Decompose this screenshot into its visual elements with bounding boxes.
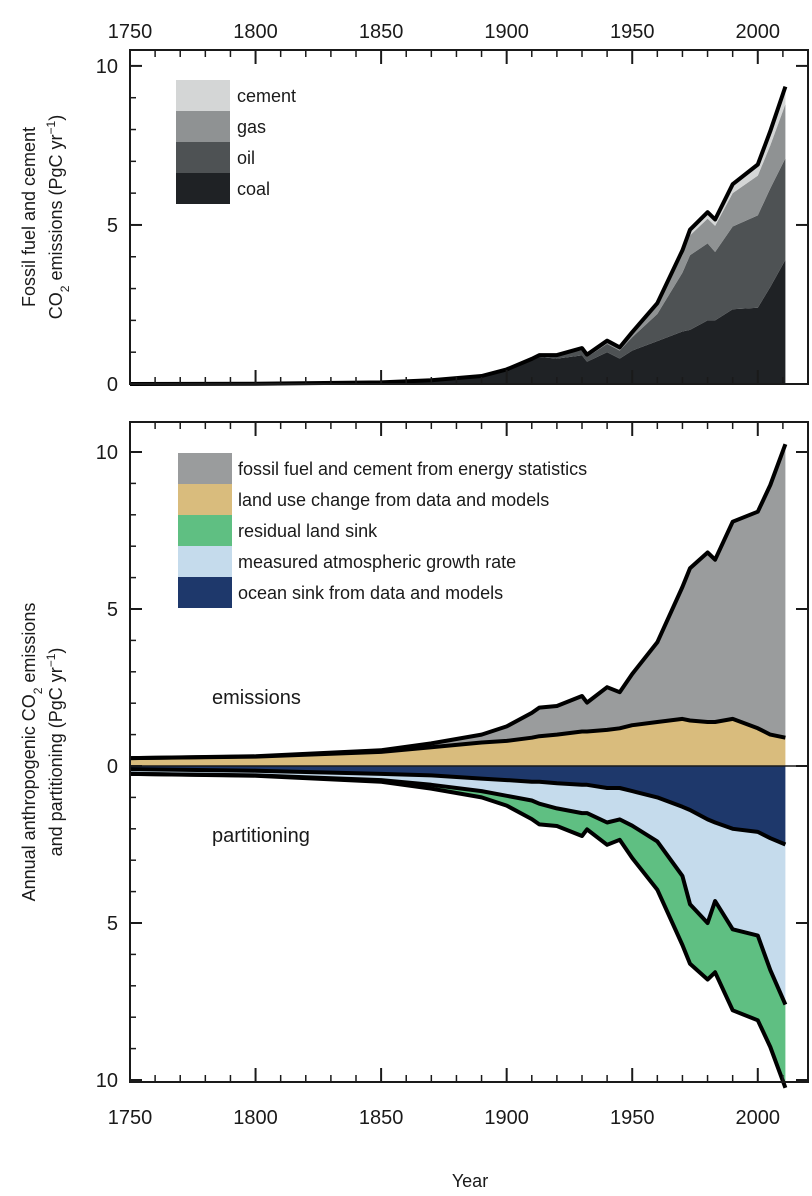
legend-label: fossil fuel and cement from energy stati… [238,459,587,479]
bottom-axis-ticks: 1750 1800 1850 1900 1950 2000 10 5 0 5 10 [96,422,808,1129]
bottom-y-axis-label-line1: Annual anthropogenic CO2 emissions [19,603,45,902]
bottom-x-tick-label: 1800 [233,1107,278,1129]
legend-label-gas: gas [237,117,266,137]
land-use-outline [129,716,786,761]
top-x-tick-label: 1800 [233,21,278,43]
top-x-tick-label: 1750 [108,21,153,43]
total-partitioning-outline [129,771,788,1089]
bottom-area-series [129,443,788,1089]
bottom-y-axis-label-line2: and partitioning (PgC yr−1) [44,648,66,857]
legend-swatch [178,515,232,546]
x-axis-label: Year [452,1171,488,1191]
bottom-panel: fossil fuel and cement from energy stati… [19,421,809,1191]
bottom-legend: fossil fuel and cement from energy stati… [178,453,587,608]
top-x-tick-label: 1950 [610,21,655,43]
top-plot-frame [129,49,809,385]
legend-swatch-gas [176,111,230,142]
bottom-x-tick-label: 1950 [610,1107,655,1129]
partitioning-area [130,766,786,845]
bottom-x-tick-label: 1850 [359,1107,404,1129]
top-area-series [129,85,788,386]
legend-swatch-coal [176,173,230,204]
legend-label: measured atmospheric growth rate [238,552,516,572]
top-y-tick-label: 5 [107,215,118,237]
legend-label-coal: coal [237,179,270,199]
bottom-y-tick-label: 5 [107,599,118,621]
legend-swatch [178,484,232,515]
annotation-emissions: emissions [212,687,301,709]
legend-label-oil: oil [237,148,255,168]
legend-label: residual land sink [238,521,378,541]
legend-swatch [178,546,232,577]
bottom-plot-frame [129,421,809,1083]
legend-label-cement: cement [237,86,296,106]
top-total-line [129,85,788,386]
top-x-tick-label: 1850 [359,21,404,43]
top-x-tick-label: 2000 [736,21,781,43]
bottom-x-tick-label: 1750 [108,1107,153,1129]
legend-swatch-cement [176,80,230,111]
legend-swatch-oil [176,142,230,173]
ocean-sink-outline [129,767,787,847]
emissions-area [130,718,786,766]
atmosphere-outline [129,771,788,1006]
top-legend: cement gas oil coal [176,80,296,204]
top-y-tick-label: 10 [96,56,118,78]
bottom-y-tick-label: 0 [107,756,118,778]
top-y-axis-label-line1: Fossil fuel and cement [19,127,39,307]
legend-swatch [178,453,232,484]
legend-label: land use change from data and models [238,490,549,510]
total-emissions-outline [129,443,788,761]
top-y-axis-label-line2: CO2 emissions (PgC yr−1) [44,115,72,319]
top-axis-ticks: 1750 1800 1850 1900 1950 2000 0 5 10 [96,21,808,396]
top-area-coal [130,259,786,384]
legend-swatch [178,577,232,608]
top-x-tick-label: 1900 [484,21,529,43]
top-y-tick-label: 0 [107,374,118,396]
bottom-y-tick-label: 10 [96,442,118,464]
bottom-x-tick-label: 2000 [736,1107,781,1129]
annotation-partitioning: partitioning [212,825,310,847]
top-panel: cement gas oil coal 1750 1800 1850 1900 1950 200… [19,21,809,396]
bottom-y-tick-label: 5 [107,913,118,935]
legend-label: ocean sink from data and models [238,583,503,603]
bottom-x-tick-label: 1900 [484,1107,529,1129]
bottom-y-tick-label: 10 [96,1070,118,1092]
